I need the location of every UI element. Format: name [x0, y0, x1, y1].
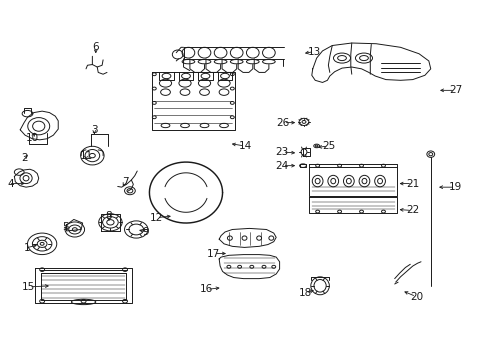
- Text: 15: 15: [21, 282, 35, 292]
- Text: 2: 2: [21, 153, 27, 163]
- Text: 7: 7: [122, 177, 128, 187]
- Text: 25: 25: [322, 141, 335, 151]
- Text: 6: 6: [92, 42, 99, 52]
- Text: 22: 22: [406, 206, 419, 216]
- Ellipse shape: [230, 87, 234, 90]
- Text: 5: 5: [62, 222, 69, 231]
- Text: 23: 23: [275, 147, 288, 157]
- Text: 14: 14: [238, 141, 251, 151]
- Text: 1: 1: [24, 243, 31, 253]
- Text: 16: 16: [199, 284, 212, 294]
- Text: 8: 8: [105, 211, 112, 221]
- Text: 27: 27: [448, 85, 462, 95]
- Ellipse shape: [152, 73, 156, 76]
- Text: 10: 10: [26, 133, 39, 143]
- Text: 3: 3: [91, 125, 98, 135]
- Text: 26: 26: [276, 118, 289, 128]
- Ellipse shape: [230, 102, 234, 104]
- Ellipse shape: [230, 73, 234, 76]
- Text: 9: 9: [142, 227, 148, 237]
- Text: 13: 13: [307, 46, 321, 57]
- Text: 18: 18: [298, 288, 311, 298]
- Ellipse shape: [152, 102, 156, 104]
- Ellipse shape: [230, 116, 234, 119]
- Text: 4: 4: [8, 179, 14, 189]
- Text: 21: 21: [406, 179, 419, 189]
- Text: 17: 17: [206, 248, 220, 258]
- Text: 24: 24: [275, 161, 288, 171]
- Text: 20: 20: [409, 292, 423, 302]
- Ellipse shape: [152, 87, 156, 90]
- Ellipse shape: [152, 116, 156, 119]
- Text: 19: 19: [448, 182, 462, 192]
- Text: 11: 11: [79, 150, 92, 161]
- Text: 12: 12: [149, 213, 162, 222]
